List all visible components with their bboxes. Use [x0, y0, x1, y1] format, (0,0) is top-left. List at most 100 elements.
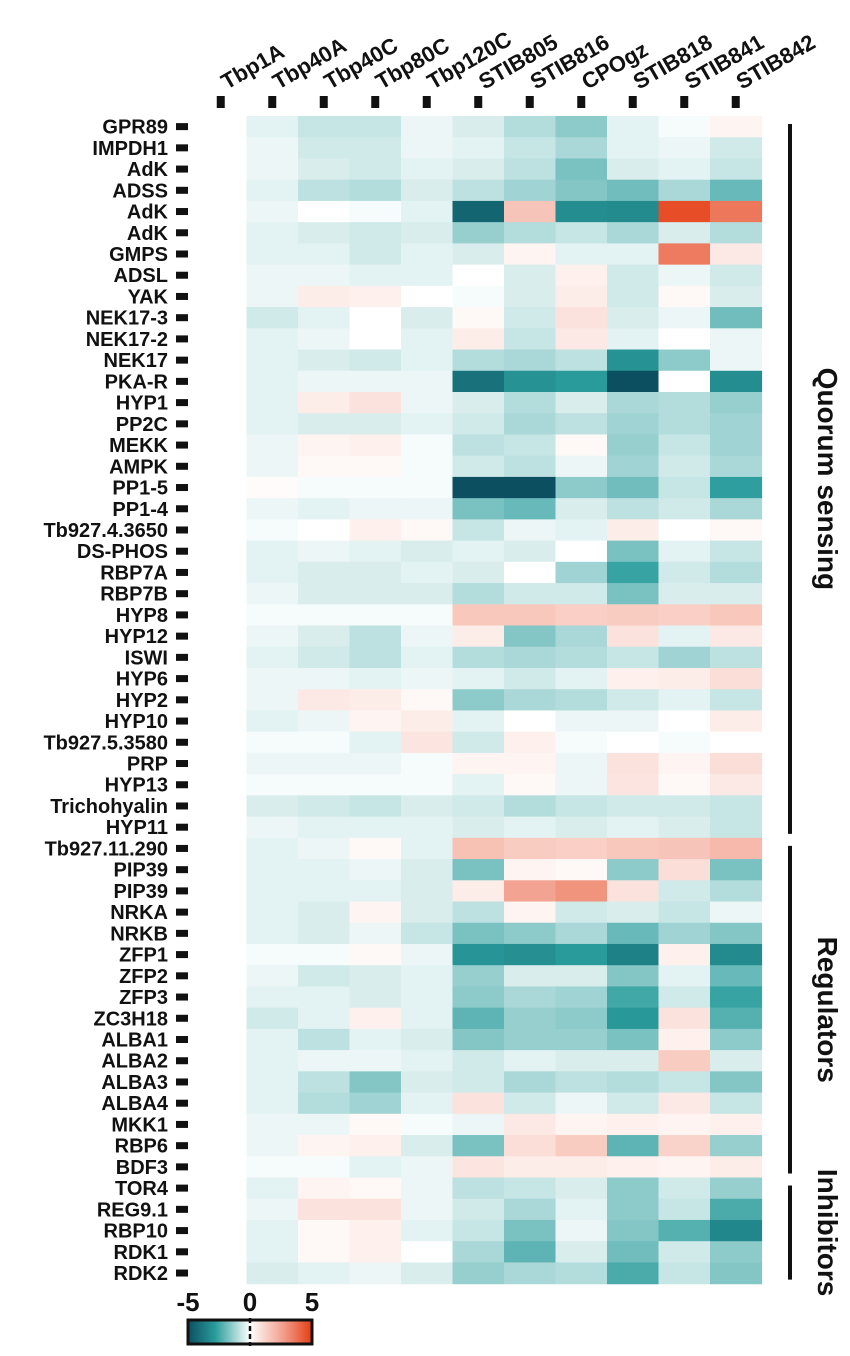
column-tick [319, 96, 328, 108]
heatmap-cell [658, 943, 711, 966]
heatmap-cell [349, 1198, 402, 1221]
heatmap-cell [298, 859, 351, 881]
heatmap-cell [658, 370, 711, 393]
heatmap-cell [504, 1177, 557, 1200]
column-tick [731, 96, 740, 108]
heatmap-cell [710, 965, 763, 988]
heatmap-cell [658, 667, 711, 690]
row-tick [176, 1142, 188, 1150]
heatmap-cell [452, 307, 505, 329]
heatmap-cell [555, 1219, 608, 1242]
heatmap-cell [298, 1050, 351, 1072]
column-tick [680, 96, 689, 108]
heatmap-cell [401, 689, 454, 712]
row-label: GPR89 [102, 117, 168, 139]
heatmap-cell [401, 285, 454, 308]
heatmap-cell [401, 795, 454, 818]
heatmap-cell [607, 561, 660, 584]
heatmap-cell [401, 434, 454, 457]
heatmap-cell [504, 116, 557, 138]
row-tick [176, 908, 188, 916]
heatmap-cell [452, 1050, 505, 1072]
heatmap-cell [452, 1113, 505, 1136]
heatmap-cell [349, 667, 402, 690]
column-tick [371, 96, 380, 108]
heatmap-cell [349, 774, 402, 796]
row-tick [176, 632, 188, 640]
heatmap-cell [349, 1219, 402, 1242]
row-tick [176, 165, 188, 173]
row-tick [176, 696, 188, 704]
heatmap-cell [555, 837, 608, 860]
heatmap-cell [658, 604, 711, 627]
heatmap-cell [710, 859, 763, 881]
heatmap-cell [607, 625, 660, 648]
heatmap-cell [710, 752, 763, 775]
heatmap-cell [452, 391, 505, 414]
heatmap-cell [349, 731, 402, 754]
row-tick [176, 1205, 188, 1213]
heatmap-cell [555, 1028, 608, 1051]
heatmap-cell [504, 200, 557, 223]
heatmap-cell [401, 1071, 454, 1094]
heatmap-cell [710, 519, 763, 542]
heatmap-cell [298, 1241, 351, 1264]
heatmap-cell [195, 434, 248, 457]
heatmap-cell [246, 795, 299, 818]
heatmap-cell [349, 413, 402, 436]
heatmap-cell [246, 1028, 299, 1051]
heatmap-cell [504, 625, 557, 648]
heatmap-cell [246, 498, 299, 520]
heatmap-cell [504, 1219, 557, 1242]
row-label: HYP6 [116, 669, 168, 691]
heatmap-cell [555, 1198, 608, 1221]
row-label: TOR4 [115, 1178, 169, 1200]
heatmap-cell [195, 519, 248, 542]
heatmap-cell [401, 328, 454, 351]
heatmap-cell [246, 986, 299, 1009]
heatmap-cell [658, 795, 711, 818]
heatmap-cell [298, 689, 351, 712]
heatmap-cell [658, 391, 711, 414]
heatmap-cell [452, 179, 505, 202]
heatmap-cell [401, 880, 454, 903]
heatmap-cell [555, 646, 608, 669]
heatmap-cell [607, 1177, 660, 1200]
row-label: NEK17-3 [86, 308, 168, 330]
heatmap-cell [246, 179, 299, 202]
heatmap-cell [349, 434, 402, 457]
group-label: Inhibitors [812, 1169, 843, 1297]
heatmap-cell [349, 1177, 402, 1200]
heatmap-cell [452, 731, 505, 754]
heatmap-cell [349, 370, 402, 393]
heatmap-cell [504, 816, 557, 839]
heatmap-cell [710, 200, 763, 223]
heatmap-cell [504, 1198, 557, 1221]
heatmap-cell [555, 774, 608, 796]
heatmap-cell [298, 774, 351, 796]
heatmap-cell [452, 1198, 505, 1221]
heatmap-cell [298, 604, 351, 627]
heatmap-cell [246, 1092, 299, 1115]
heatmap-cell [246, 752, 299, 775]
heatmap-cell [658, 222, 711, 244]
heatmap-cell [298, 922, 351, 945]
heatmap-cell [246, 328, 299, 351]
heatmap-cell [452, 413, 505, 436]
heatmap-cell [298, 264, 351, 287]
heatmap-cell [658, 519, 711, 542]
heatmap-cell [349, 901, 402, 924]
heatmap-cell [658, 476, 711, 499]
heatmap-cell [298, 752, 351, 775]
heatmap-cell [298, 986, 351, 1009]
row-label: ALBA4 [101, 1093, 169, 1115]
heatmap-cell [401, 1050, 454, 1072]
heatmap-cell [298, 1156, 351, 1179]
heatmap-cell [246, 1156, 299, 1179]
heatmap-cell [504, 965, 557, 988]
heatmap-cell [246, 1241, 299, 1264]
heatmap-cell [246, 1135, 299, 1157]
heatmap-cell [555, 965, 608, 988]
heatmap-cell [195, 689, 248, 712]
heatmap-cell [607, 116, 660, 138]
